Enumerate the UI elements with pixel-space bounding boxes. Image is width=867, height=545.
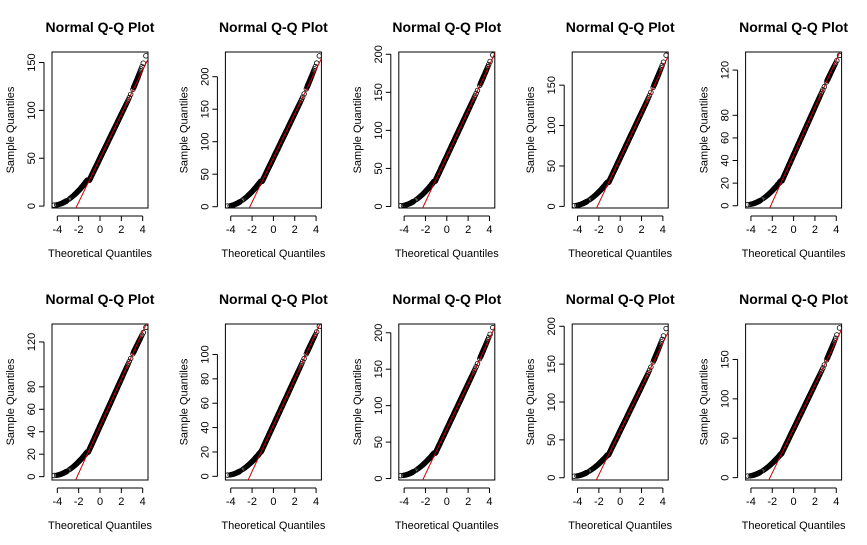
plot-frame	[571, 51, 669, 209]
y-tick-label: 0	[373, 203, 385, 209]
x-axis-label: Theoretical Quantiles	[48, 248, 152, 260]
plot-frame	[224, 51, 322, 209]
sample-point	[473, 90, 479, 97]
sample-points	[52, 53, 148, 208]
sample-point	[127, 91, 134, 98]
qq-reference-line	[422, 52, 495, 208]
y-tick-label: 100	[199, 133, 211, 151]
chart-title: Normal Q-Q Plot	[566, 19, 675, 35]
qq-panel: Normal Q-Q Plot Theoretical Quantiles Samp…	[5, 19, 155, 260]
x-tick-label: 4	[486, 224, 492, 236]
sample-points	[572, 52, 669, 208]
chart-title: Normal Q-Q Plot	[46, 19, 155, 35]
qq-panel: Normal Q-Q Plot Theoretical Quantiles Samp…	[699, 19, 849, 260]
plot-frame	[398, 51, 496, 209]
y-tick-label: 150	[26, 53, 38, 71]
sample-points	[225, 53, 322, 208]
x-tick-label: 0	[97, 224, 103, 236]
y-tick-label: 100	[373, 121, 385, 139]
x-tick-label: 4	[833, 224, 839, 236]
y-tick-label: 0	[26, 203, 38, 209]
sample-point	[316, 53, 322, 59]
x-tick-label: 2	[292, 224, 298, 236]
sample-points	[398, 52, 495, 208]
sample-point	[663, 52, 669, 58]
x-tick-label: 0	[444, 224, 450, 236]
x-tick-label: 0	[791, 224, 797, 236]
x-tick-label: -2	[74, 224, 84, 236]
y-tick-label: 40	[720, 154, 732, 166]
y-tick-label: 50	[373, 162, 385, 174]
y-tick-label: 200	[199, 68, 211, 86]
y-axis-label: Sample Quantiles	[352, 86, 364, 173]
sample-points	[745, 52, 842, 208]
x-axis-label: Theoretical Quantiles	[568, 248, 672, 260]
y-tick-label: 150	[373, 83, 385, 101]
y-tick-label: 120	[720, 61, 732, 79]
x-axis-label: Theoretical Quantiles	[395, 248, 499, 260]
plot-frame	[51, 51, 149, 209]
qq-reference-line	[75, 58, 148, 208]
qq-panel: Normal Q-Q Plot Theoretical Quantiles Samp…	[352, 19, 502, 260]
y-tick-label: 60	[720, 132, 732, 144]
y-tick-label: 200	[373, 45, 385, 63]
x-tick-label: 2	[812, 224, 818, 236]
sample-point	[646, 92, 653, 99]
chart-title: Normal Q-Q Plot	[392, 19, 501, 35]
y-axis-label: Sample Quantiles	[178, 86, 190, 173]
y-tick-label: 50	[26, 152, 38, 164]
x-tick-label: 2	[638, 224, 644, 236]
y-tick-label: 100	[26, 101, 38, 119]
y-tick-label: 150	[546, 76, 558, 94]
qq-reference-line	[248, 57, 322, 208]
y-tick-label: 50	[546, 160, 558, 172]
x-tick-label: -4	[226, 224, 236, 236]
x-tick-label: -4	[52, 224, 62, 236]
y-axis-label: Sample Quantiles	[525, 86, 537, 173]
sample-point	[301, 91, 307, 97]
sample-point	[126, 94, 132, 101]
sample-point	[299, 94, 306, 100]
qq-panel: Normal Q-Q Plot Theoretical Quantiles Samp…	[178, 19, 328, 260]
y-axis-label: Sample Quantiles	[5, 86, 17, 173]
y-tick-label: 80	[720, 109, 732, 121]
qq-reference-line	[596, 54, 669, 208]
x-tick-label: -4	[746, 224, 756, 236]
y-tick-label: 100	[546, 116, 558, 134]
y-tick-label: 50	[199, 168, 211, 180]
x-tick-label: -4	[573, 224, 583, 236]
chart-title: Normal Q-Q Plot	[219, 19, 328, 35]
sample-point	[474, 87, 481, 94]
x-tick-label: 2	[465, 224, 471, 236]
chart-title: Normal Q-Q Plot	[739, 19, 848, 35]
x-tick-label: -2	[594, 224, 604, 236]
qq-panel: Normal Q-Q Plot Theoretical Quantiles Samp…	[525, 19, 675, 260]
sample-point	[648, 89, 654, 96]
x-axis-label: Theoretical Quantiles	[742, 248, 846, 260]
y-axis-label: Sample Quantiles	[699, 86, 711, 173]
x-tick-label: -2	[421, 224, 431, 236]
x-tick-label: -2	[767, 224, 777, 236]
y-tick-label: 0	[546, 203, 558, 209]
x-tick-label: 2	[118, 224, 124, 236]
x-tick-label: 0	[617, 224, 623, 236]
x-tick-label: -2	[247, 224, 257, 236]
y-tick-label: 0	[720, 203, 732, 209]
x-tick-label: 4	[660, 224, 666, 236]
sample-point	[143, 53, 148, 59]
plot-frame	[745, 51, 843, 209]
x-tick-label: 4	[313, 224, 319, 236]
x-tick-label: -4	[399, 224, 409, 236]
y-tick-label: 150	[199, 100, 211, 118]
x-axis-label: Theoretical Quantiles	[221, 248, 325, 260]
x-tick-label: 0	[270, 224, 276, 236]
x-tick-label: 4	[140, 224, 146, 236]
y-tick-label: 20	[720, 177, 732, 189]
y-tick-label: 0	[199, 204, 211, 210]
